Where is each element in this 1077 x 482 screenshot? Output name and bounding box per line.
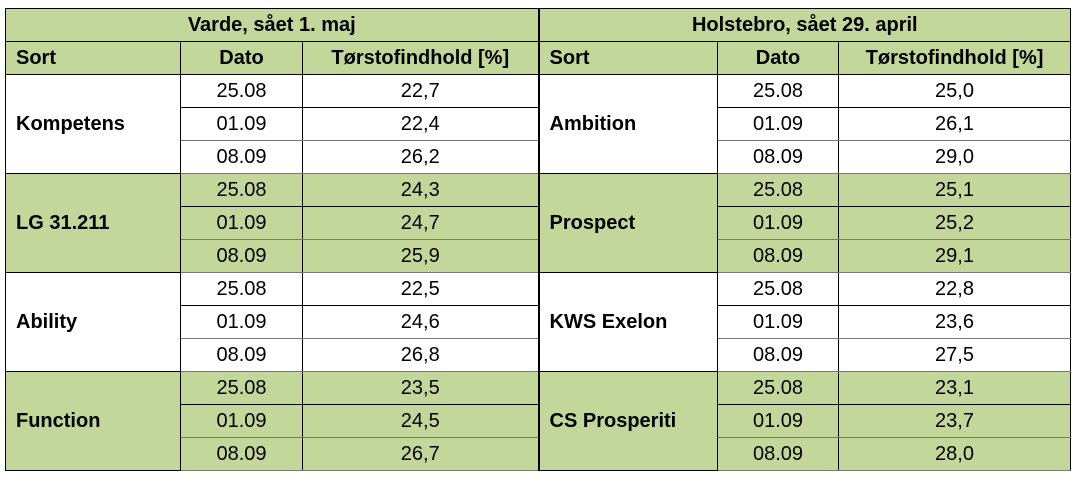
date-cell: 08.09 (717, 338, 840, 372)
value-cell: 22,7 (301, 74, 540, 108)
value-cell: 23,6 (838, 305, 1072, 339)
date-cell: 08.09 (180, 140, 303, 174)
date-cell: 08.09 (717, 437, 840, 471)
date-cell: 25.08 (717, 371, 840, 405)
table-row: 08.09 26,2 08.09 29,0 (6, 140, 1072, 174)
table-row: 01.09 24,5 01.09 23,7 (6, 404, 1072, 438)
table-row: 01.09 24,7 01.09 25,2 (6, 206, 1072, 240)
date-cell: 01.09 (717, 107, 840, 141)
date-cell: 08.09 (180, 338, 303, 372)
table-row: Ability 25.08 22,5 KWS Exelon 25.08 22,8 (5, 272, 1072, 372)
sort-cell: Ability (5, 272, 181, 372)
date-cell: 25.08 (180, 272, 303, 306)
date-cell: 25.08 (717, 272, 840, 306)
table-row: 01.09 22,4 01.09 26,1 (6, 107, 1072, 141)
value-cell: 24,5 (301, 404, 540, 438)
value-cell: 26,1 (838, 107, 1072, 141)
value-cell: 24,7 (301, 206, 540, 240)
group-row: Varde, sået 1. maj Holstebro, sået 29. a… (4, 8, 1072, 42)
value-cell: 26,7 (301, 437, 540, 471)
value-cell: 29,0 (838, 140, 1072, 174)
group-header: Holstebro, sået 29. april (538, 8, 1072, 42)
dry-matter-table: Varde, sået 1. maj Holstebro, sået 29. a… (4, 8, 1072, 471)
value-cell: 25,0 (838, 74, 1072, 108)
value-cell: 26,8 (301, 338, 540, 372)
date-cell: 01.09 (180, 206, 303, 240)
value-cell: 25,9 (301, 239, 540, 273)
table-row: Kompetens 25.08 22,7 Ambition 25.08 25,0 (5, 74, 1072, 174)
date-cell: 08.09 (717, 140, 840, 174)
date-cell: 01.09 (180, 305, 303, 339)
table-row: 08.09 26,7 08.09 28,0 (6, 437, 1072, 471)
sort-cell: Prospect (538, 173, 719, 273)
column-header: Tørstofindhold [%] (301, 41, 540, 75)
column-header: Sort (538, 41, 719, 75)
sort-cell: CS Prosperiti (538, 371, 719, 471)
value-cell: 27,5 (838, 338, 1072, 372)
value-cell: 26,2 (301, 140, 540, 174)
date-cell: 01.09 (180, 404, 303, 438)
date-cell: 25.08 (180, 74, 303, 108)
table-header: Varde, sået 1. maj Holstebro, sået 29. a… (4, 8, 1072, 75)
date-cell: 08.09 (717, 239, 840, 273)
sort-cell: KWS Exelon (538, 272, 719, 372)
date-cell: 01.09 (180, 107, 303, 141)
date-cell: 08.09 (180, 239, 303, 273)
table-row: 08.09 26,8 08.09 27,5 (6, 338, 1072, 372)
table-row: Function 25.08 23,5 CS Prosperiti 25.08 23,1 (5, 371, 1072, 471)
column-header: Dato (180, 41, 303, 75)
date-cell: 25.08 (180, 173, 303, 207)
value-cell: 22,8 (838, 272, 1072, 306)
table-row: 08.09 25,9 08.09 29,1 (6, 239, 1072, 273)
value-cell: 24,6 (301, 305, 540, 339)
value-cell: 23,1 (838, 371, 1072, 405)
date-cell: 25.08 (717, 74, 840, 108)
date-cell: 01.09 (717, 305, 840, 339)
value-cell: 25,2 (838, 206, 1072, 240)
value-cell: 25,1 (838, 173, 1072, 207)
value-cell: 23,5 (301, 371, 540, 405)
column-header: Sort (5, 41, 181, 75)
date-cell: 01.09 (717, 206, 840, 240)
sort-cell: LG 31.211 (5, 173, 181, 273)
sort-cell: Function (5, 371, 181, 471)
value-cell: 22,4 (301, 107, 540, 141)
date-cell: 01.09 (717, 404, 840, 438)
table-row: 01.09 24,6 01.09 23,6 (6, 305, 1072, 339)
value-cell: 23,7 (838, 404, 1072, 438)
table-body: Kompetens 25.08 22,7 Ambition 25.08 25,0 01.09… (5, 74, 1072, 471)
group-header: Varde, sået 1. maj (4, 8, 540, 42)
date-cell: 08.09 (180, 437, 303, 471)
value-cell: 24,3 (301, 173, 540, 207)
table-row: LG 31.211 25.08 24,3 Prospect 25.08 25,1 (5, 173, 1072, 273)
value-cell: 29,1 (838, 239, 1072, 273)
value-cell: 22,5 (301, 272, 540, 306)
column-header: Dato (717, 41, 840, 75)
sort-cell: Ambition (538, 74, 719, 174)
value-cell: 28,0 (838, 437, 1072, 471)
date-cell: 25.08 (180, 371, 303, 405)
date-cell: 25.08 (717, 173, 840, 207)
column-row: Sort Dato Tørstofindhold [%] Sort Dato T… (5, 41, 1072, 75)
sort-cell: Kompetens (5, 74, 181, 174)
column-header: Tørstofindhold [%] (838, 41, 1072, 75)
